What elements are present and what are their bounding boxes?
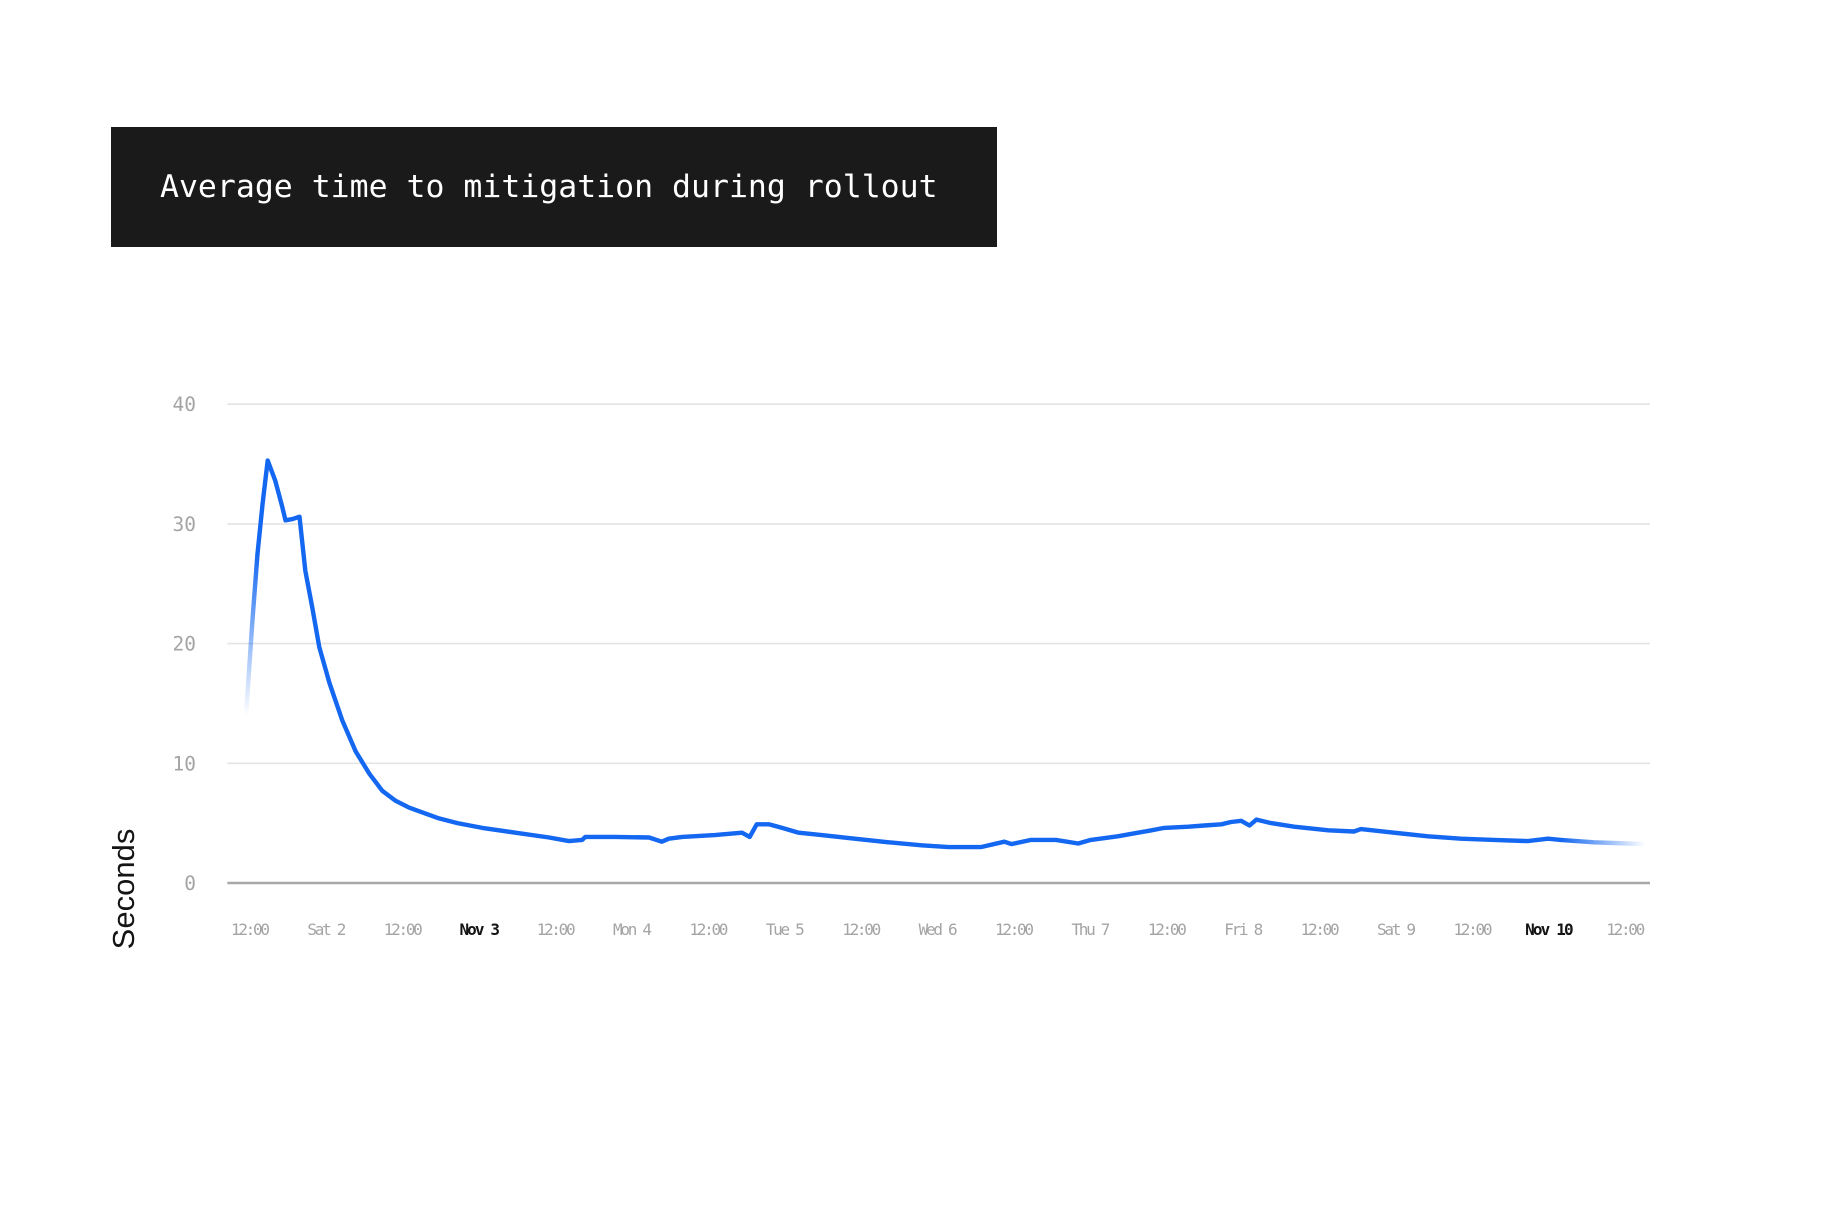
x-tick-label: 12:00: [842, 920, 881, 939]
x-tick-label: Fri 8: [1224, 920, 1263, 939]
y-tick-label: 0: [184, 872, 196, 895]
y-axis-label: Seconds: [106, 828, 141, 950]
x-tick-label: Nov 10: [1525, 920, 1574, 939]
x-tick-label: 12:00: [995, 920, 1034, 939]
series-line-fade-in: [243, 553, 260, 716]
y-tick-label: 20: [173, 633, 196, 656]
chart-title: Average time to mitigation during rollou…: [160, 169, 938, 205]
y-tick-label: 10: [173, 752, 196, 775]
x-tick-label: 12:00: [231, 920, 270, 939]
x-tick-label: 12:00: [1453, 920, 1492, 939]
chart-title-box: Average time to mitigation during rollou…: [111, 127, 997, 247]
x-tick-label: Wed 6: [919, 920, 958, 939]
x-tick-label: 12:00: [384, 920, 423, 939]
series-line-fade-out: [1560, 837, 1646, 847]
x-tick-label: Mon 4: [613, 920, 652, 939]
series-line: [255, 458, 1563, 850]
x-tick-label: 12:00: [689, 920, 728, 939]
x-tick-label: 12:00: [1148, 920, 1187, 939]
x-tick-label: Thu 7: [1071, 920, 1110, 939]
x-tick-label: Sat 2: [307, 920, 346, 939]
x-tick-label: Tue 5: [766, 920, 805, 939]
x-tick-label: Sat 9: [1377, 920, 1416, 939]
x-tick-label: 12:00: [1301, 920, 1340, 939]
y-tick-label: 40: [173, 393, 196, 416]
x-tick-label: 12:00: [537, 920, 576, 939]
y-tick-label: 30: [173, 513, 196, 536]
x-tick-label: Nov 3: [459, 920, 500, 939]
x-tick-label: 12:00: [1606, 920, 1645, 939]
